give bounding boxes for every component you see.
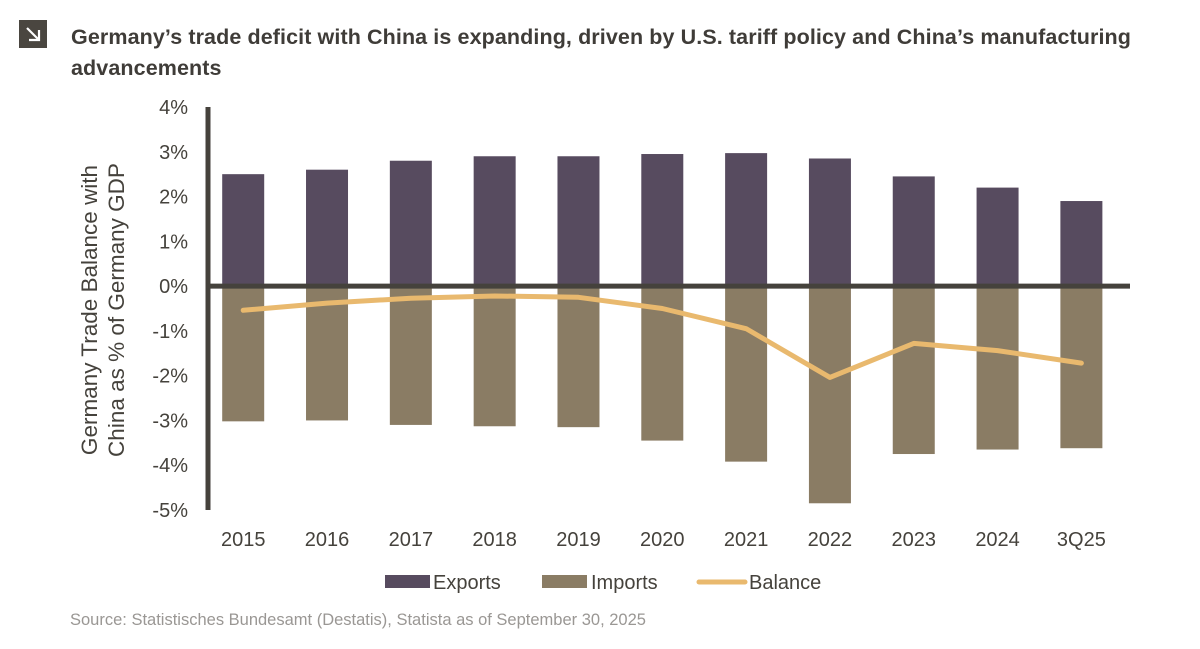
x-tick-label: 2020 [640, 529, 685, 551]
imports-bar [725, 286, 768, 462]
x-tick-label: 2024 [975, 529, 1020, 551]
x-tick-label: 2023 [891, 529, 936, 551]
y-tick-label: 3% [159, 142, 188, 164]
x-tick-label: 2016 [305, 529, 350, 551]
imports-bar [222, 286, 265, 422]
exports-bar [557, 156, 600, 287]
y-axis-label-line: China as % of Germany GDP [104, 163, 129, 457]
arrow-down-right-icon [19, 20, 47, 48]
exports-bar [222, 174, 265, 287]
exports-bars [222, 153, 1103, 287]
exports-bar [725, 153, 768, 287]
y-axis-ticks: 4% 3% 2% 1% 0% -1% -2% -3% -4% -5% [152, 97, 188, 522]
balance-line-series [240, 293, 1084, 380]
chart-title: Germany’s trade deficit with China is ex… [71, 25, 1132, 80]
x-tick-label: 2021 [724, 529, 769, 551]
legend: Exports Imports Balance [385, 572, 821, 594]
y-tick-label: 4% [159, 97, 188, 119]
exports-bar [976, 187, 1019, 287]
exports-bar [389, 160, 432, 287]
y-tick-label: -1% [152, 321, 188, 343]
source-note: Source: Statistisches Bundesamt (Destati… [70, 611, 646, 629]
legend-label-exports: Exports [433, 572, 501, 594]
y-tick-label: 2% [159, 187, 188, 209]
y-tick-label: 1% [159, 231, 188, 253]
imports-bar [473, 286, 516, 427]
legend-label-imports: Imports [591, 572, 658, 594]
x-tick-label: 3Q25 [1057, 529, 1106, 551]
x-tick-label: 2017 [389, 529, 434, 551]
legend-label-balance: Balance [749, 572, 821, 594]
x-tick-label: 2022 [808, 529, 853, 551]
y-axis-label-line: Germany Trade Balance with [77, 165, 102, 455]
imports-bar [976, 286, 1019, 450]
exports-bar [306, 169, 349, 287]
legend-swatch-imports [542, 575, 587, 588]
y-tick-label: -3% [152, 410, 188, 432]
x-tick-label: 2018 [472, 529, 517, 551]
exports-bar [641, 154, 684, 287]
exports-bar [892, 176, 935, 287]
x-axis-ticks: 2015 2016 2017 2018 2019 2020 2021 2022 2023 2024… [221, 529, 1106, 551]
y-axis-label: Germany Trade Balance with China as % of … [77, 163, 129, 457]
exports-bar [473, 156, 516, 287]
imports-bars [222, 286, 1103, 504]
imports-bar [557, 286, 600, 428]
y-tick-label: -4% [152, 455, 188, 477]
imports-bar [306, 286, 349, 421]
exports-bar [1060, 201, 1103, 287]
imports-bar [1060, 286, 1103, 449]
legend-swatch-exports [385, 575, 430, 588]
y-tick-label: 0% [159, 276, 188, 298]
imports-bar [892, 286, 935, 455]
imports-bar [808, 286, 851, 504]
x-tick-label: 2019 [556, 529, 601, 551]
y-tick-label: -2% [152, 366, 188, 388]
x-tick-label: 2015 [221, 529, 266, 551]
exports-bar [808, 158, 851, 287]
imports-bar [389, 286, 432, 425]
y-tick-label: -5% [152, 500, 188, 522]
